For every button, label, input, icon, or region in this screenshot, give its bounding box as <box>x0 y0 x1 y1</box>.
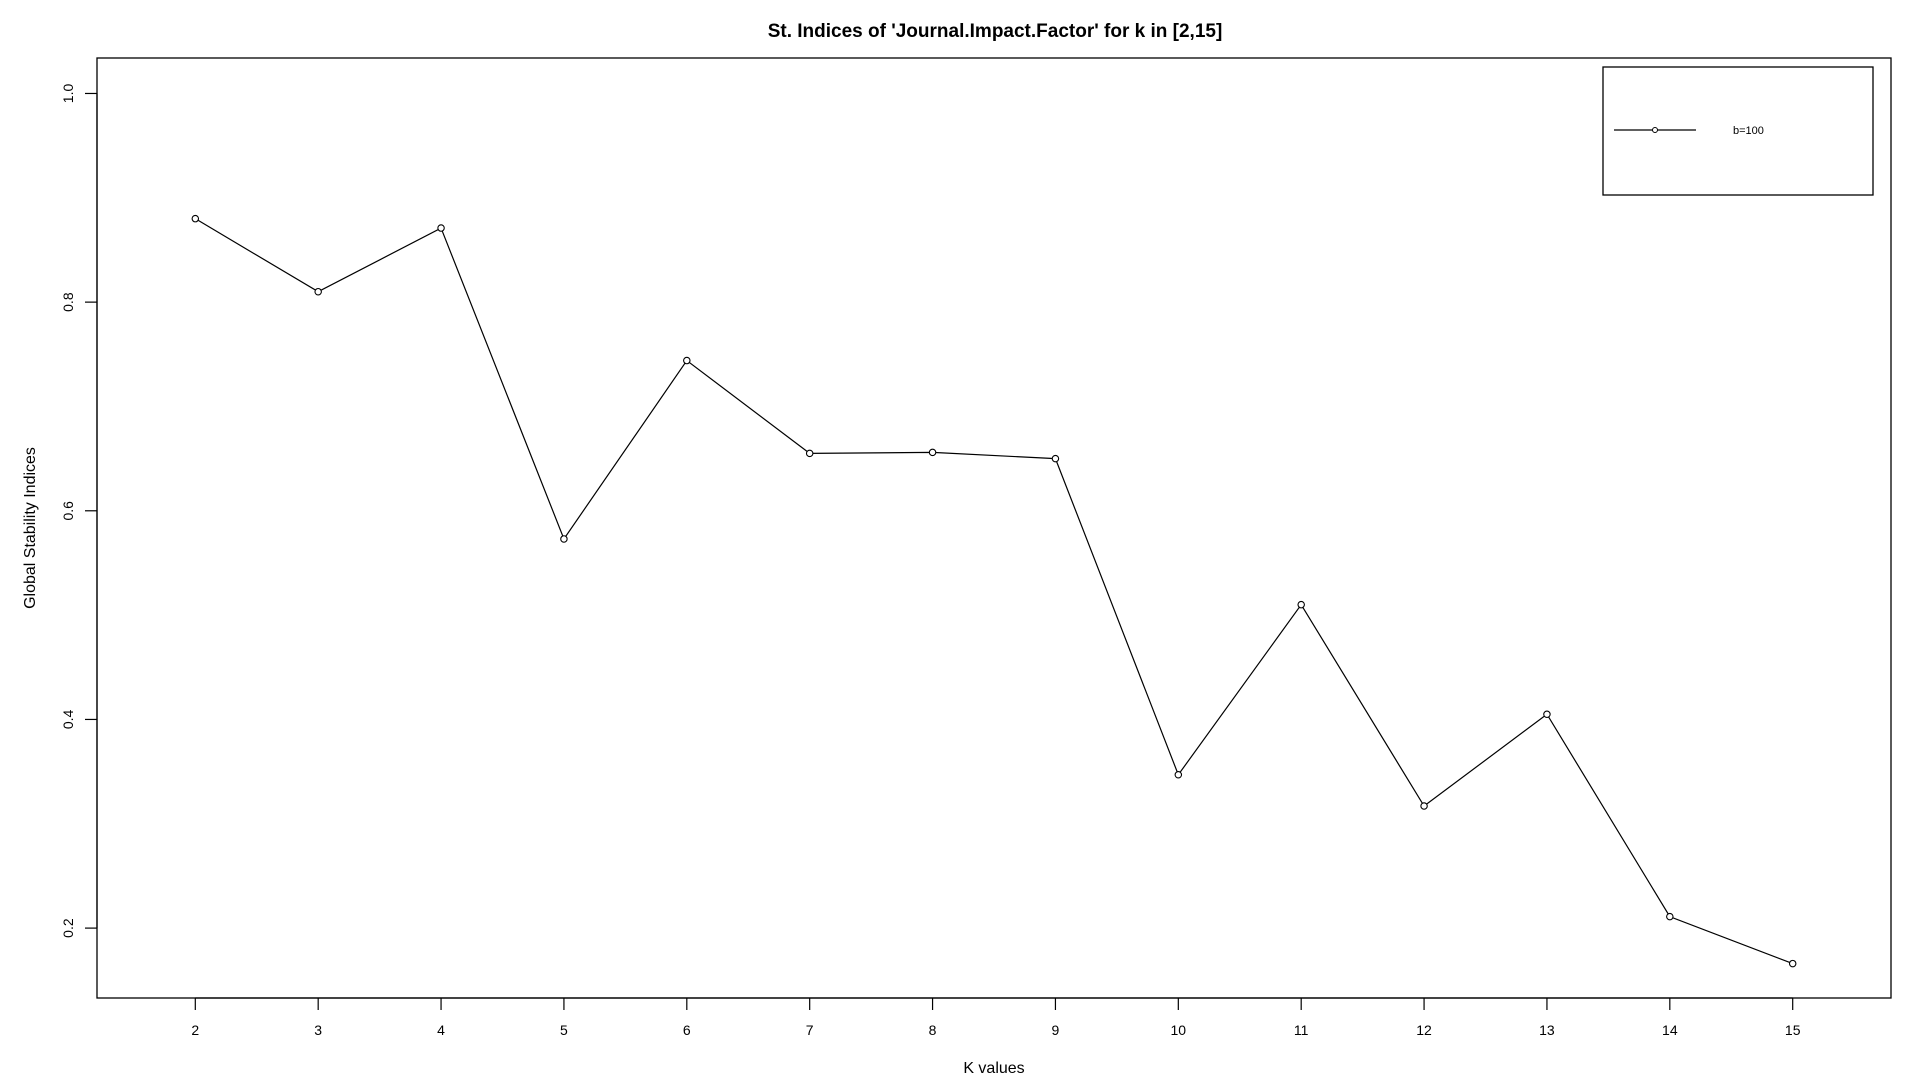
x-axis: 2 3 4 5 6 7 8 9 10 11 12 13 14 15 <box>191 997 1801 1038</box>
data-point <box>1051 454 1060 463</box>
data-point <box>1297 600 1305 609</box>
x-tick-label: 6 <box>683 1022 691 1038</box>
data-point <box>683 356 691 365</box>
y-axis-label: Global Stability Indices <box>22 447 39 609</box>
x-tick-label: 9 <box>1052 1022 1060 1038</box>
y-tick-label: 0.6 <box>60 501 76 521</box>
y-tick-label: 0.4 <box>60 710 76 730</box>
legend: b=100 <box>1602 66 1874 196</box>
data-point <box>560 535 568 543</box>
y-tick-label: 0.8 <box>60 292 76 312</box>
y-tick-label: 1.0 <box>60 84 76 104</box>
x-tick-label: 3 <box>314 1022 322 1038</box>
x-tick-label: 8 <box>929 1022 937 1038</box>
legend-entry-label: b=100 <box>1733 125 1764 137</box>
x-axis-label: K values <box>963 1060 1024 1077</box>
data-point <box>1666 912 1674 921</box>
data-point <box>1420 802 1428 810</box>
x-tick-label: 15 <box>1785 1022 1801 1038</box>
data-point <box>314 287 322 296</box>
data-point <box>191 214 200 223</box>
x-tick-label: 12 <box>1416 1022 1432 1038</box>
legend-box <box>1602 66 1874 196</box>
data-point <box>1174 770 1183 779</box>
x-tick-label: 10 <box>1171 1022 1187 1038</box>
series-b100 <box>191 214 1797 968</box>
data-point <box>928 448 937 457</box>
chart-title: St. Indices of 'Journal.Impact.Factor' f… <box>768 21 1223 42</box>
legend-point-symbol <box>1652 127 1658 133</box>
y-axis: 0.2 0.4 0.6 0.8 1.0 <box>60 84 98 938</box>
x-tick-label: 4 <box>437 1022 445 1038</box>
x-tick-label: 2 <box>191 1022 199 1038</box>
data-point <box>1543 710 1551 718</box>
series-line <box>194 218 1793 965</box>
x-tick-label: 7 <box>806 1022 814 1038</box>
data-point <box>805 449 814 458</box>
data-point <box>437 224 445 232</box>
x-tick-label: 13 <box>1539 1022 1555 1038</box>
x-tick-label: 5 <box>560 1022 568 1038</box>
y-tick-label: 0.2 <box>60 918 76 938</box>
x-tick-label: 11 <box>1294 1022 1309 1038</box>
plot-frame <box>96 57 1892 999</box>
data-point <box>1788 959 1797 968</box>
x-tick-label: 14 <box>1662 1022 1678 1038</box>
